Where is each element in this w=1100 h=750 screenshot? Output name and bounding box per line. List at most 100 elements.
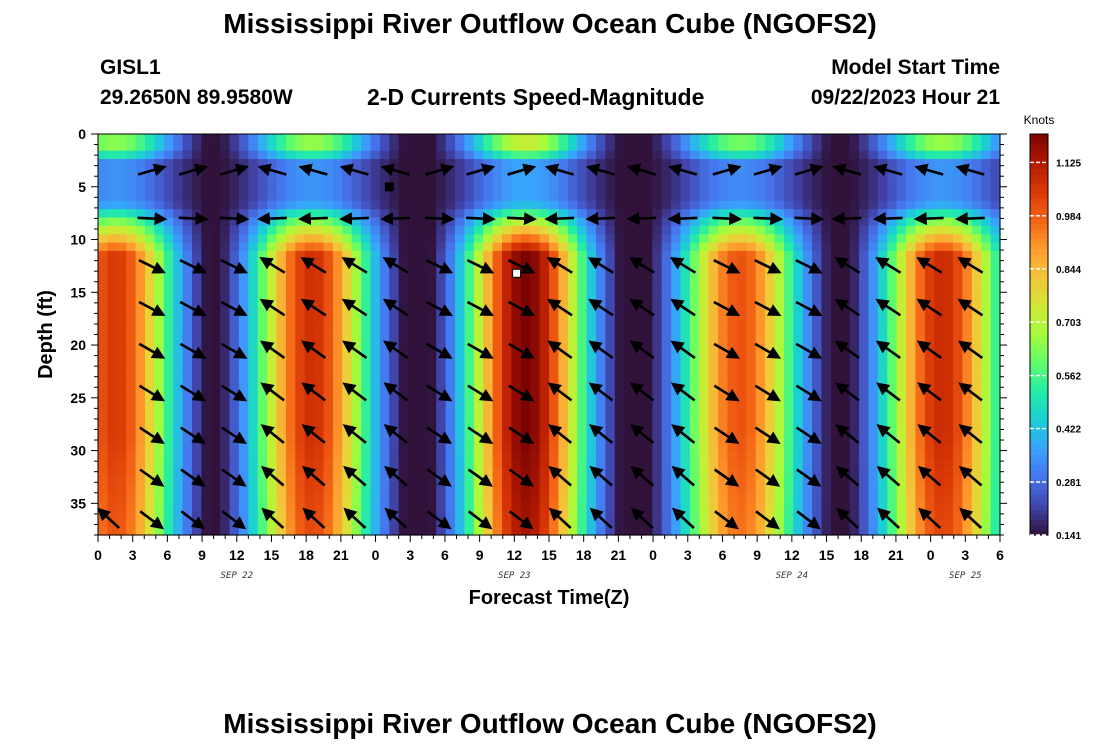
- heatmap-cell: [107, 443, 118, 453]
- heatmap-cell: [924, 501, 935, 511]
- heatmap-cell: [981, 459, 992, 469]
- heatmap-cell: [840, 526, 851, 536]
- heatmap-cell: [285, 142, 296, 152]
- heatmap-cell: [699, 351, 710, 361]
- heatmap-cell: [783, 309, 794, 319]
- heatmap-cell: [840, 242, 851, 252]
- heatmap-cell: [332, 276, 343, 285]
- heatmap-cell: [708, 334, 719, 344]
- heatmap-cell: [530, 509, 541, 519]
- current-arrow: [668, 163, 698, 177]
- current-arrow: [917, 465, 942, 487]
- heatmap-cell: [257, 484, 268, 494]
- heatmap-cell: [924, 493, 935, 503]
- heatmap-cell: [314, 200, 325, 210]
- heatmap-cell: [530, 401, 541, 411]
- heatmap-cell: [276, 359, 287, 369]
- heatmap-cell: [746, 242, 757, 252]
- heatmap-cell: [163, 493, 174, 503]
- heatmap-cell: [483, 209, 494, 219]
- heatmap-cell: [689, 301, 700, 311]
- heatmap-cell: [990, 426, 1001, 436]
- heatmap-cell: [238, 200, 249, 210]
- heatmap-cell: [605, 443, 616, 453]
- heatmap-cell: [173, 309, 184, 319]
- heatmap-cell: [859, 509, 870, 519]
- heatmap-cell: [455, 409, 466, 419]
- heatmap-cell: [577, 259, 588, 269]
- heatmap-cell: [727, 493, 738, 503]
- heatmap-cell: [163, 250, 174, 260]
- heatmap-cell: [943, 434, 954, 444]
- heatmap-cell: [793, 167, 804, 177]
- heatmap-cell: [887, 342, 898, 352]
- model-start-time: 09/22/2023 Hour 21: [810, 86, 1000, 109]
- heatmap-cell: [849, 384, 860, 394]
- heatmap-cell: [821, 342, 832, 352]
- heatmap-cell: [361, 426, 372, 436]
- heatmap-cell: [699, 184, 710, 194]
- heatmap-cell: [370, 426, 381, 436]
- heatmap-cell: [981, 134, 992, 143]
- heatmap-cell: [859, 192, 870, 202]
- heatmap-cell: [323, 184, 334, 194]
- heatmap-cell: [934, 334, 945, 344]
- heatmap-cell: [671, 326, 682, 336]
- heatmap-cell: [464, 142, 475, 152]
- heatmap-cell: [558, 376, 569, 386]
- heatmap-cell: [953, 134, 964, 143]
- heatmap-cell: [953, 509, 964, 519]
- heatmap-cell: [896, 250, 907, 260]
- heatmap-cell: [154, 184, 165, 194]
- heatmap-cell: [896, 175, 907, 185]
- heatmap-cell: [830, 493, 841, 503]
- heatmap-cell: [802, 526, 813, 536]
- heatmap-cell: [586, 134, 597, 143]
- heatmap-cell: [483, 426, 494, 436]
- heatmap-cell: [408, 301, 419, 311]
- heatmap-cell: [107, 184, 118, 194]
- heatmap-cell: [144, 134, 155, 143]
- heatmap-cell: [642, 292, 653, 302]
- heatmap-cell: [314, 175, 325, 185]
- heatmap-cell: [605, 484, 616, 494]
- heatmap-cell: [699, 309, 710, 319]
- heatmap-cell: [652, 443, 663, 453]
- heatmap-cell: [736, 292, 747, 302]
- heatmap-cell: [492, 392, 503, 402]
- heatmap-cell: [652, 401, 663, 411]
- heatmap-cell: [379, 225, 390, 235]
- heatmap-cell: [332, 267, 343, 277]
- current-arrow: [219, 212, 250, 226]
- heatmap-cell: [595, 284, 606, 294]
- heatmap-cell: [624, 434, 635, 444]
- heatmap-cell: [924, 367, 935, 377]
- heatmap-cell: [671, 501, 682, 511]
- heatmap-cell: [502, 150, 513, 160]
- heatmap-cell: [868, 384, 879, 394]
- current-arrow: [587, 257, 614, 274]
- heatmap-cell: [605, 476, 616, 486]
- heatmap-cell: [924, 392, 935, 402]
- heatmap-cell: [323, 292, 334, 302]
- heatmap-cell: [238, 526, 249, 536]
- heatmap-cell: [285, 342, 296, 352]
- heatmap-cell: [107, 267, 118, 277]
- heatmap-cell: [455, 459, 466, 469]
- heatmap-cell: [840, 326, 851, 336]
- heatmap-cell: [802, 484, 813, 494]
- heatmap-cell: [736, 443, 747, 453]
- heatmap-cell: [154, 225, 165, 235]
- heatmap-cell: [248, 443, 259, 453]
- heatmap-cell: [464, 501, 475, 511]
- heatmap-cell: [896, 443, 907, 453]
- heatmap-cell: [248, 476, 259, 486]
- heatmap-cell: [755, 476, 766, 486]
- heatmap-cell: [887, 200, 898, 210]
- heatmap-cell: [417, 225, 428, 235]
- heatmap-cell: [445, 384, 456, 394]
- heatmap-cell: [98, 359, 108, 369]
- heatmap-cell: [567, 225, 578, 235]
- heatmap-cell: [238, 150, 249, 160]
- heatmap-cell: [859, 359, 870, 369]
